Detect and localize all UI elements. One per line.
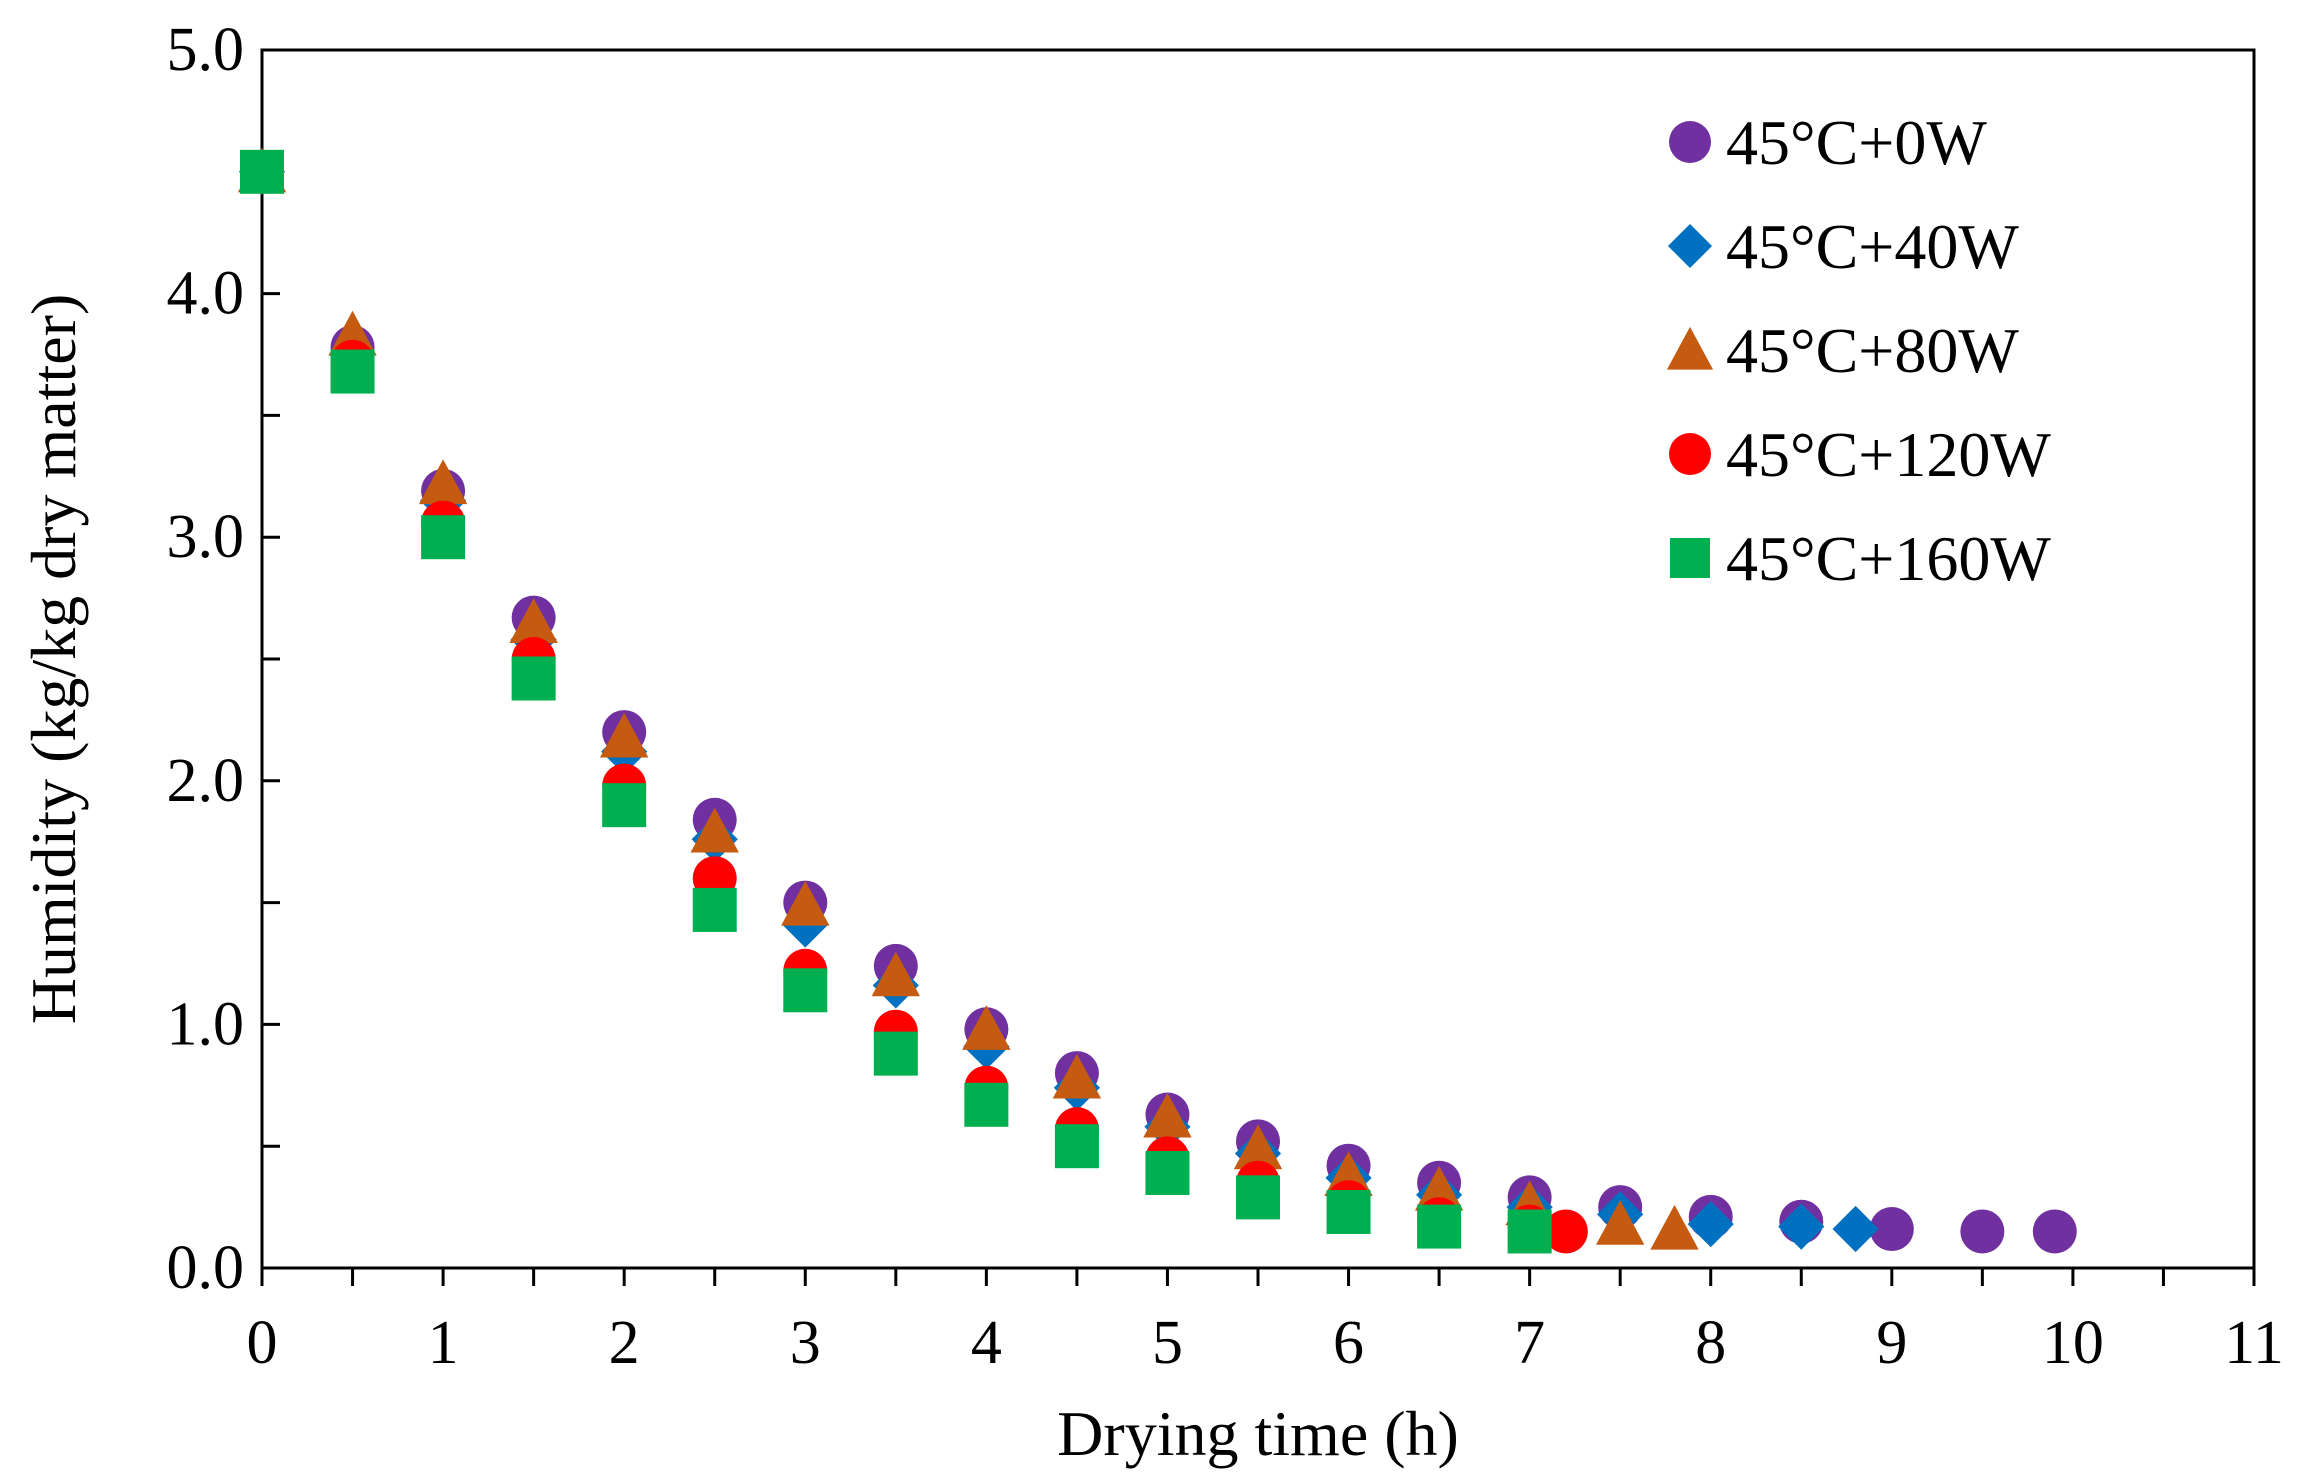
legend-label: 45°C+40W: [1726, 211, 2019, 282]
x-tick-label: 7: [1514, 1309, 1545, 1377]
data-point: [2032, 1209, 2077, 1254]
legend-marker: [1666, 326, 1714, 370]
data-point: [1687, 1201, 1734, 1248]
x-tick-label: 0: [247, 1309, 278, 1377]
data-point: [1507, 1209, 1552, 1254]
data-point: [783, 968, 828, 1013]
legend-marker: [1670, 538, 1710, 578]
data-point: [1543, 1209, 1588, 1254]
data-point: [1414, 1165, 1464, 1211]
y-axis: 0.0 1.0 2.0 3.0 4.0 5.0: [167, 16, 280, 1302]
y-axis-title: Humidity (kg/kg dry matter): [18, 294, 89, 1025]
legend-marker: [1669, 121, 1711, 163]
series-4: [240, 149, 1552, 1254]
data-point: [1052, 1053, 1102, 1099]
data-point: [1778, 1203, 1825, 1250]
x-tick-label: 4: [971, 1309, 1002, 1377]
data-point: [1595, 1199, 1645, 1245]
x-tick-label: 11: [2224, 1309, 2284, 1377]
y-tick-label: 1.0: [167, 990, 245, 1058]
y-tick-label: 2.0: [167, 747, 245, 815]
data-point: [1236, 1175, 1280, 1220]
series-layer: [237, 147, 2077, 1254]
data-point: [1145, 1150, 1190, 1195]
data-point: [1960, 1209, 2005, 1254]
data-point: [1326, 1189, 1371, 1234]
data-point: [1650, 1204, 1699, 1250]
x-tick-label: 9: [1876, 1309, 1907, 1377]
x-tick-label: 1: [428, 1309, 459, 1377]
x-tick-label: 2: [609, 1309, 640, 1377]
data-point: [871, 951, 921, 997]
data-point: [421, 515, 466, 560]
x-tick-label: 5: [1152, 1309, 1183, 1377]
data-point: [602, 783, 647, 828]
data-point: [873, 1031, 918, 1076]
x-tick-label: 8: [1695, 1309, 1726, 1377]
series-1: [238, 148, 1879, 1253]
data-point: [1832, 1205, 1879, 1253]
y-tick-label: 0.0: [167, 1234, 245, 1302]
x-tick-label: 6: [1333, 1309, 1364, 1377]
data-point: [509, 598, 558, 644]
data-point: [1417, 1204, 1462, 1249]
legend-label: 45°C+120W: [1726, 419, 2051, 490]
data-point: [690, 807, 739, 853]
legend: 45°C+0W 45°C+40W 45°C+80W 45°C+120W 45°C+160…: [1666, 107, 2051, 594]
data-point: [240, 149, 284, 194]
y-tick-label: 5.0: [167, 16, 245, 84]
y-tick-label: 4.0: [167, 260, 245, 328]
data-point: [1143, 1092, 1192, 1138]
x-tick-label: 3: [790, 1309, 821, 1377]
data-point: [418, 459, 468, 505]
x-axis-title: Drying time (h): [1057, 1398, 1459, 1469]
data-point: [1233, 1124, 1283, 1170]
data-point: [599, 712, 649, 758]
legend-marker: [1669, 433, 1711, 475]
data-point: [781, 880, 830, 926]
data-point: [1054, 1124, 1099, 1169]
x-axis: 0 1 2 3 4 5 6 7 8 9 10 11: [247, 1268, 2284, 1377]
legend-label: 45°C+0W: [1726, 107, 1987, 178]
data-point: [1869, 1207, 1914, 1252]
data-point: [964, 1082, 1009, 1127]
data-point: [330, 349, 375, 394]
legend-label: 45°C+80W: [1726, 315, 2019, 386]
y-tick-label: 3.0: [167, 503, 245, 571]
legend-marker: [1667, 223, 1713, 269]
x-tick-label: 10: [2042, 1309, 2104, 1377]
series-3: [240, 149, 1588, 1254]
legend-label: 45°C+160W: [1726, 523, 2051, 594]
data-point: [692, 887, 737, 932]
data-point: [962, 1005, 1011, 1050]
data-point: [511, 656, 556, 701]
